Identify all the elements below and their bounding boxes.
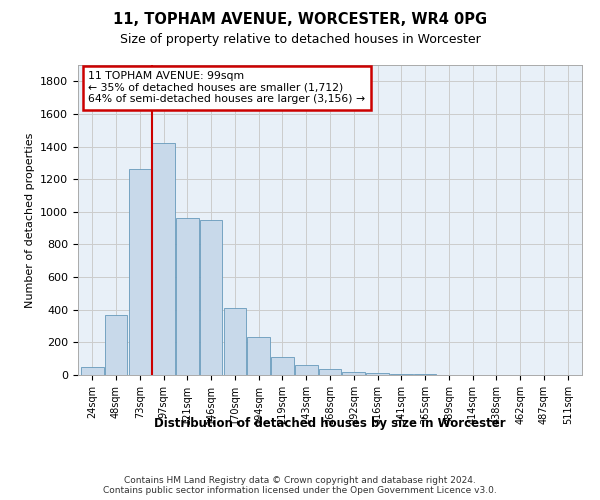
Bar xyxy=(224,308,246,375)
Text: Size of property relative to detached houses in Worcester: Size of property relative to detached ho… xyxy=(119,32,481,46)
Bar xyxy=(128,170,151,375)
Bar xyxy=(271,357,294,375)
Bar xyxy=(152,144,175,375)
Bar xyxy=(390,374,413,375)
Text: Distribution of detached houses by size in Worcester: Distribution of detached houses by size … xyxy=(154,418,506,430)
Bar xyxy=(414,374,436,375)
Bar xyxy=(247,338,270,375)
Bar xyxy=(81,367,104,375)
Text: Contains HM Land Registry data © Crown copyright and database right 2024.
Contai: Contains HM Land Registry data © Crown c… xyxy=(103,476,497,495)
Text: 11, TOPHAM AVENUE, WORCESTER, WR4 0PG: 11, TOPHAM AVENUE, WORCESTER, WR4 0PG xyxy=(113,12,487,28)
Bar xyxy=(343,372,365,375)
Bar xyxy=(176,218,199,375)
Y-axis label: Number of detached properties: Number of detached properties xyxy=(25,132,35,308)
Bar xyxy=(295,365,317,375)
Bar xyxy=(366,372,389,375)
Bar xyxy=(319,370,341,375)
Bar xyxy=(200,220,223,375)
Text: 11 TOPHAM AVENUE: 99sqm
← 35% of detached houses are smaller (1,712)
64% of semi: 11 TOPHAM AVENUE: 99sqm ← 35% of detache… xyxy=(88,71,365,104)
Bar xyxy=(105,314,127,375)
